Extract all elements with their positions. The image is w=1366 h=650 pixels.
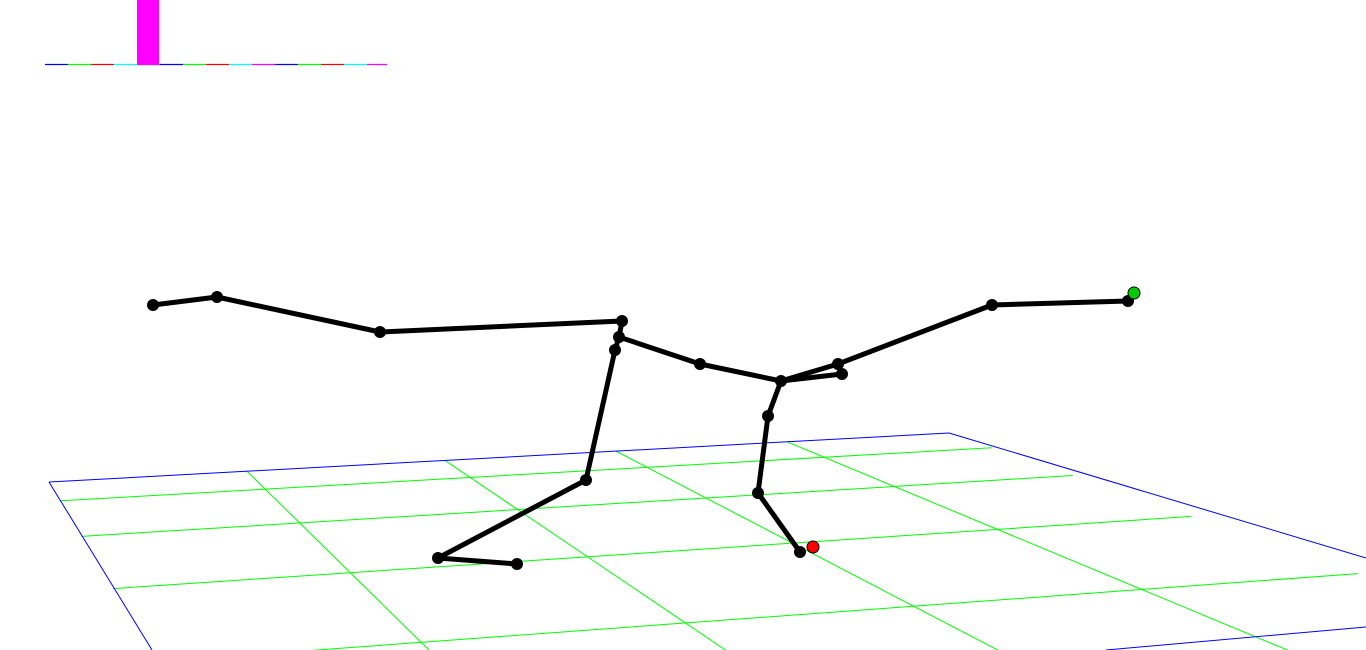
skeleton-bone (697, 361, 784, 384)
skeleton-bone (989, 298, 1131, 308)
skeleton-bone (755, 490, 803, 555)
skeleton-bone (435, 555, 520, 567)
end-effector-marker[interactable] (1127, 286, 1141, 300)
skeleton-joint[interactable] (836, 368, 848, 380)
hud-active-bar (137, 0, 159, 64)
hud-indicator (45, 0, 387, 66)
skeleton-joint[interactable] (794, 546, 806, 558)
grid-line (60, 447, 992, 502)
skeleton-joint[interactable] (986, 299, 998, 311)
skeleton-bone (435, 477, 589, 561)
skeleton-joint[interactable] (616, 315, 628, 327)
grid-line (246, 470, 430, 650)
grid-line (112, 515, 1192, 590)
grid-border (1105, 626, 1366, 650)
skeleton-bone (150, 294, 220, 308)
skeleton-joint[interactable] (694, 358, 706, 370)
skeleton-joint[interactable] (832, 358, 844, 370)
skeleton-joint[interactable] (613, 331, 625, 343)
grid-line (444, 460, 727, 650)
skeleton-joint[interactable] (775, 375, 787, 387)
grid-line (786, 441, 1289, 650)
skeleton-joint[interactable] (432, 552, 444, 564)
grid-border (48, 432, 950, 483)
skeleton-bone (214, 294, 383, 335)
skeleton-joint[interactable] (752, 487, 764, 499)
grid-line (81, 475, 1073, 537)
skeleton-joint[interactable] (609, 344, 621, 356)
ground-plane-grid (48, 432, 1366, 650)
skeleton-bone (778, 371, 845, 384)
skeleton-bones (150, 294, 1131, 567)
skeleton-bone (835, 302, 995, 367)
skeleton-joint[interactable] (511, 558, 523, 570)
skeleton-joints (147, 286, 1141, 570)
skeleton-bone (755, 413, 771, 496)
grid-line (615, 450, 999, 650)
skeleton-joint[interactable] (211, 291, 223, 303)
grid-line (310, 573, 1358, 650)
grid-border (948, 432, 1366, 559)
skeleton-bone (616, 334, 703, 367)
skeleton-joint[interactable] (762, 410, 774, 422)
skeleton-bone (765, 378, 784, 419)
skeleton-bone (377, 318, 625, 335)
skeleton-joint[interactable] (147, 299, 159, 311)
grid-border (48, 481, 153, 650)
skeleton-joint[interactable] (580, 474, 592, 486)
skeleton-joint[interactable] (374, 326, 386, 338)
skeleton-bone (583, 347, 618, 483)
end-effector-marker[interactable] (806, 540, 820, 554)
